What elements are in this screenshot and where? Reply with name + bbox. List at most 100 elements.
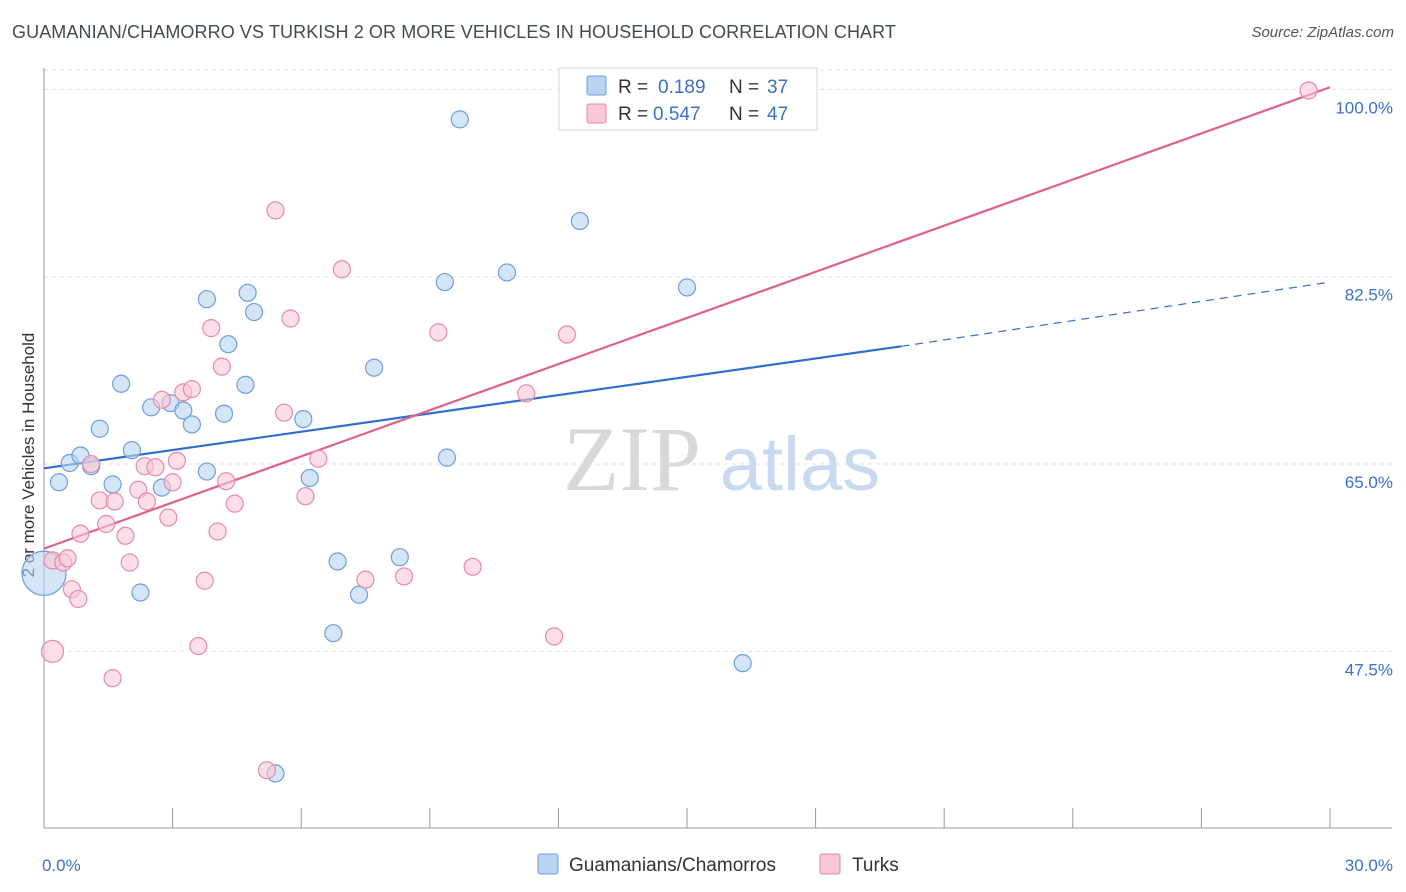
- data-point-turk: [189, 636, 208, 656]
- bottom-legend-label-turk: Turks: [852, 855, 899, 876]
- data-point-guamanian: [677, 278, 697, 297]
- data-point-turk: [545, 627, 564, 646]
- data-point-guamanian: [364, 358, 384, 377]
- data-point-guamanian: [328, 552, 347, 571]
- data-point-turk: [69, 589, 88, 609]
- data-point-guamanian: [497, 263, 517, 282]
- data-point-turk: [40, 639, 65, 663]
- bottom-legend-swatch-guam: [537, 853, 559, 875]
- data-point-turk: [296, 487, 315, 506]
- data-point-turk: [90, 491, 109, 510]
- data-point-guamanian: [197, 462, 216, 481]
- data-point-turk: [463, 557, 482, 576]
- data-point-turk: [394, 567, 414, 586]
- data-point-turk: [116, 526, 135, 545]
- data-point-turk: [225, 494, 244, 513]
- data-point-turk: [212, 357, 231, 376]
- data-point-turk: [429, 323, 448, 342]
- data-point-turk: [266, 201, 285, 220]
- data-point-turk: [217, 472, 236, 491]
- bottom-legend-swatch-turk: [819, 853, 841, 875]
- trend-line-guamanian: [43, 345, 902, 470]
- legend-n-value: 47: [767, 104, 788, 125]
- data-point-guamanian: [390, 548, 409, 567]
- data-point-turk: [208, 522, 227, 541]
- data-point-turk: [356, 570, 375, 589]
- data-point-turk: [137, 492, 156, 511]
- data-point-turk: [159, 508, 178, 527]
- data-point-turk: [557, 325, 577, 344]
- data-point-guamanian: [238, 283, 257, 302]
- trend-lines: [43, 86, 1331, 550]
- data-point-turk: [71, 524, 90, 543]
- data-point-guamanian: [174, 401, 193, 420]
- data-point-guamanian: [236, 375, 255, 394]
- legend-r-label: R =: [618, 104, 648, 125]
- y-tick-label: 65.0%: [1345, 473, 1393, 492]
- legend-n-value: 37: [767, 77, 788, 98]
- data-point-turk: [332, 260, 352, 279]
- data-point-guamanian: [300, 468, 319, 488]
- chart-source: Source: ZipAtlas.com: [1251, 24, 1394, 41]
- legend-n-label: N =: [729, 104, 759, 125]
- data-point-guamanian: [103, 475, 122, 494]
- bottom-legend: Guamanians/Chamorros Turks: [537, 853, 899, 876]
- data-point-turk: [120, 553, 139, 572]
- data-point-guamanian: [570, 211, 589, 231]
- data-point-turk: [82, 454, 101, 474]
- data-point-guamanian: [437, 448, 457, 467]
- data-point-guamanian: [90, 419, 109, 438]
- data-point-guamanian: [112, 374, 131, 393]
- data-point-turk: [195, 571, 214, 590]
- y-tick-label: 47.5%: [1345, 660, 1393, 679]
- bottom-legend-label-guam: Guamanians/Chamorros: [569, 855, 776, 876]
- trend-line-turk: [43, 86, 1331, 550]
- legend-r-value: 0.547: [653, 104, 701, 125]
- x-tick-labels: 0.0% 30.0%: [42, 856, 1393, 875]
- data-point-turk: [1299, 81, 1318, 100]
- data-point-turk: [517, 384, 536, 403]
- data-point-turk: [97, 514, 116, 534]
- data-point-guamanian: [219, 335, 238, 354]
- watermark-zip: ZIP: [563, 408, 701, 510]
- y-tick-labels: 47.5% 65.0% 82.5% 100.0%: [1335, 98, 1393, 679]
- data-point-guamanian: [122, 441, 141, 460]
- data-point-turk: [152, 390, 171, 409]
- watermark: ZIP atlas: [563, 408, 880, 510]
- data-point-turk: [274, 403, 294, 422]
- data-point-turk: [309, 449, 328, 468]
- data-point-guamanian: [244, 302, 264, 322]
- legend-r-value: 0.189: [658, 77, 706, 98]
- trend-line-guamanian-extension: [901, 281, 1331, 347]
- x-tick-label: 30.0%: [1345, 856, 1393, 875]
- data-point-guamanian: [197, 290, 216, 309]
- data-point-guamanian: [349, 585, 369, 604]
- data-point-guamanian: [435, 272, 454, 292]
- axes: [43, 68, 1392, 829]
- data-point-guamanian: [294, 409, 313, 429]
- data-point-guamanian: [733, 654, 752, 673]
- data-point-turk: [257, 761, 277, 780]
- data-point-guamanian: [214, 404, 234, 423]
- data-point-turk: [202, 319, 221, 338]
- data-point-turk: [103, 669, 122, 688]
- data-point-guamanian: [450, 110, 469, 129]
- grid-lines: [44, 69, 1392, 652]
- legend-swatch-turk: [586, 103, 607, 124]
- data-point-guamanian: [182, 415, 201, 434]
- data-point-turk: [58, 549, 77, 568]
- x-tick-label: 0.0%: [42, 856, 81, 875]
- data-point-turk: [163, 473, 182, 492]
- legend: R = 0.189 N = 37 R = 0.547 N = 47: [558, 67, 818, 131]
- data-point-turk: [146, 458, 165, 477]
- data-point-guamanian: [131, 583, 150, 602]
- data-point-turk: [167, 451, 186, 470]
- data-point-turk: [281, 309, 300, 328]
- data-point-guamanian: [324, 624, 343, 643]
- data-points: [21, 81, 1318, 783]
- data-point-turk: [105, 492, 124, 511]
- y-tick-label: 100.0%: [1335, 98, 1393, 117]
- chart-title: GUAMANIAN/CHAMORRO VS TURKISH 2 OR MORE …: [12, 22, 897, 42]
- y-tick-label: 82.5%: [1345, 286, 1393, 305]
